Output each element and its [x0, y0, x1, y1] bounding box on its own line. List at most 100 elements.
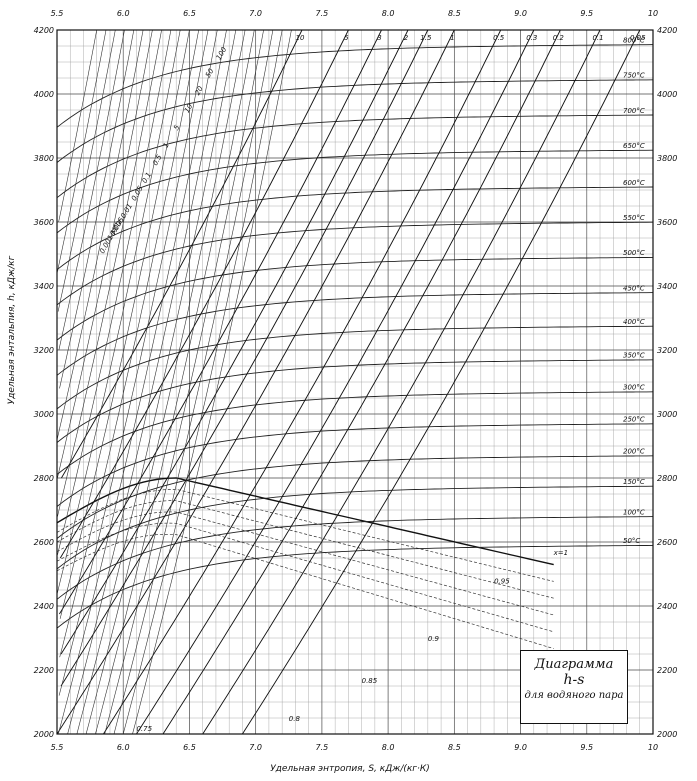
diagram-curves [56, 29, 654, 735]
x-tick-label-bottom: 7.5 [316, 743, 329, 752]
isobar-fine [57, 29, 162, 517]
y-tick-label-left: 3200 [34, 346, 54, 355]
dryness-label: x=1 [553, 549, 568, 557]
dryness-label: 0.75 [136, 725, 152, 733]
isobar-label: 1 [450, 34, 454, 42]
y-tick-label-right: 3200 [657, 346, 677, 355]
isotherm-label: 450°C [623, 284, 645, 292]
x-tick-label-top: 9.0 [514, 9, 527, 18]
isotherm [56, 423, 654, 507]
isobar-fine [56, 29, 144, 440]
isobar-fine [59, 29, 190, 619]
isobar [242, 29, 641, 735]
isotherm [56, 292, 654, 376]
isotherm [56, 485, 654, 570]
pressure-label: 0.5 [151, 153, 164, 167]
isobar [60, 29, 409, 655]
dryness-line [56, 511, 554, 616]
x-tick-label-top: 7.5 [316, 9, 329, 18]
legend-box: Диаграмма h-s для водяного пара [520, 650, 628, 724]
y-tick-label-right: 2400 [657, 602, 677, 611]
isobar-label: 0.05 [630, 34, 646, 42]
isotherm-label: 350°C [623, 352, 645, 360]
isobar [202, 29, 601, 735]
y-tick-label-right: 2000 [657, 730, 677, 739]
isotherm-label: 700°C [623, 107, 645, 115]
isotherm [56, 149, 654, 234]
isobar-fine [113, 29, 274, 735]
dryness-label: 0.85 [362, 677, 378, 685]
isotherm-label: 50°C [623, 537, 640, 545]
isobar-fine [58, 29, 125, 351]
isobar-fine [56, 29, 107, 274]
isobar-fine [58, 29, 97, 223]
y-tick-label-left: 3800 [34, 154, 54, 163]
isotherm [56, 221, 654, 306]
isotherm-label: 400°C [623, 318, 645, 326]
pressure-label: 0.1 [141, 171, 153, 185]
pressure-label: 5 [172, 123, 181, 131]
isobar-label: 2 [404, 34, 409, 42]
x-tick-label-top: 9.5 [580, 9, 593, 18]
x-tick-label-bottom: 8.5 [448, 743, 461, 752]
isotherm [56, 359, 654, 443]
pressure-label: 50 [204, 67, 216, 79]
isobar-fine [132, 29, 292, 735]
y-tick-label-right: 2600 [657, 538, 677, 547]
isotherm-label: 100°C [623, 508, 645, 516]
y-tick-label-left: 3600 [34, 218, 54, 227]
y-tick-label-right: 3400 [657, 282, 677, 291]
isobar-label: 3 [377, 34, 381, 42]
x-tick-label-top: 6.5 [183, 9, 196, 18]
isobar-fine [59, 29, 135, 389]
pressure-label: 1 [162, 142, 171, 150]
isobar-fine [76, 29, 237, 735]
x-tick-label-bottom: 6.5 [183, 743, 196, 752]
legend-note: для водяного пара [524, 690, 624, 701]
isobar-label: 0.1 [592, 34, 603, 42]
isotherm-label: 150°C [623, 478, 645, 486]
isotherm [56, 325, 654, 410]
x-tick-label-bottom: 6.0 [117, 743, 130, 752]
x-tick-label-top: 8.0 [382, 9, 395, 18]
pressure-label: 100 [215, 45, 229, 61]
isotherm [56, 114, 654, 199]
isobar [59, 29, 349, 559]
isobar [136, 29, 535, 735]
legend-title: Диаграмма [534, 657, 614, 672]
y-tick-label-left: 4000 [34, 90, 54, 99]
x-tick-label-top: 8.5 [448, 9, 461, 18]
pressure-label: 10 [183, 102, 195, 114]
x-tick-label-bottom: 5.5 [51, 743, 64, 752]
isotherm-label: 300°C [623, 384, 645, 392]
isobar-label: 10 [296, 34, 305, 42]
isotherm [56, 186, 654, 271]
y-tick-label-right: 4000 [657, 90, 677, 99]
x-axis-label: Удельная энтропия, S, кДж/(кг·К) [270, 764, 430, 774]
y-tick-label-right: 4200 [657, 26, 677, 35]
isotherm-label: 200°C [623, 448, 645, 456]
isobar-fine [85, 29, 246, 735]
isotherm-label: 800°C [623, 36, 645, 44]
isotherm [56, 44, 654, 128]
isotherm [56, 256, 654, 341]
dryness-label: 0.8 [289, 715, 301, 723]
x-tick-label-top: 7.0 [249, 9, 262, 18]
isobar-fine [58, 29, 209, 696]
isobar-fine [122, 29, 283, 735]
isobar-fine [104, 29, 264, 735]
isotherm [56, 516, 654, 600]
x-tick-label-top: 6.0 [117, 9, 130, 18]
y-tick-label-left: 2000 [34, 730, 54, 739]
dryness-line [56, 533, 554, 649]
pressure-label: 0.01 [119, 202, 134, 220]
y-tick-label-right: 3600 [657, 218, 677, 227]
isotherm [56, 544, 654, 629]
isobar-fine [95, 29, 255, 735]
y-tick-label-right: 2800 [657, 474, 677, 483]
isobar-fine [57, 29, 153, 479]
isobar-label: 0.3 [526, 34, 537, 42]
isobar-label: 0.5 [493, 34, 505, 42]
x-tick-label-bottom: 9.5 [580, 743, 593, 752]
